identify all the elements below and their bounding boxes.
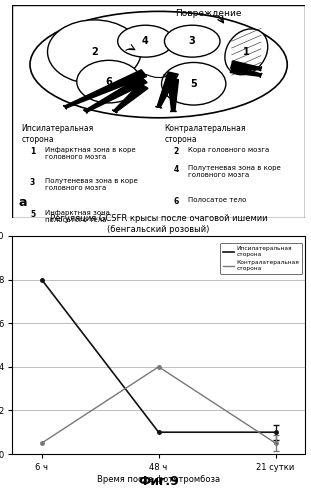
Text: Полутеневая зона в коре
головного мозга: Полутеневая зона в коре головного мозга — [188, 164, 281, 177]
Legend: Ипсилатеральная
сторона, Контралатеральная
сторона: Ипсилатеральная сторона, Контралатеральн… — [220, 244, 302, 274]
Polygon shape — [156, 72, 178, 108]
Ellipse shape — [118, 25, 173, 57]
Text: 1: 1 — [243, 47, 250, 57]
Ellipse shape — [48, 20, 141, 84]
Text: 5: 5 — [190, 78, 197, 88]
Ellipse shape — [225, 29, 268, 75]
Text: 2: 2 — [91, 47, 98, 57]
Text: Кора головного мозга: Кора головного мозга — [188, 146, 269, 152]
Text: 1: 1 — [30, 146, 35, 156]
Text: Инфарктная зона
полосатого тела: Инфарктная зона полосатого тела — [44, 210, 109, 224]
FancyBboxPatch shape — [12, 5, 305, 218]
Text: Повреждение: Повреждение — [175, 10, 242, 18]
Text: 4: 4 — [142, 36, 149, 46]
Text: a: a — [18, 196, 27, 209]
Ellipse shape — [165, 25, 220, 57]
Ellipse shape — [161, 62, 226, 105]
Text: Ипсилатеральная
сторона: Ипсилатеральная сторона — [21, 124, 94, 144]
Polygon shape — [84, 76, 147, 114]
Text: 6: 6 — [173, 196, 179, 205]
Text: Фиг.9: Фиг.9 — [138, 475, 179, 488]
Text: 2: 2 — [173, 146, 179, 156]
Text: Полутеневая зона в коре
головного мозга: Полутеневая зона в коре головного мозга — [44, 178, 137, 192]
Polygon shape — [112, 84, 148, 113]
Polygon shape — [230, 65, 262, 78]
Ellipse shape — [30, 12, 287, 118]
Text: 4: 4 — [173, 164, 179, 173]
Polygon shape — [168, 80, 179, 112]
Title: Регуляция GCSFR крысы после очаговой ишемии
(бенгальский розовый): Регуляция GCSFR крысы после очаговой ише… — [50, 214, 267, 234]
Text: 5: 5 — [30, 210, 35, 220]
Polygon shape — [63, 70, 147, 109]
Text: Полосатое тело: Полосатое тело — [188, 196, 246, 202]
Text: 6: 6 — [105, 76, 112, 86]
Text: 3: 3 — [30, 178, 35, 188]
Polygon shape — [231, 61, 262, 71]
Text: Контралатеральная
сторона: Контралатеральная сторона — [165, 124, 246, 144]
Ellipse shape — [77, 60, 141, 103]
Text: 3: 3 — [189, 36, 196, 46]
X-axis label: Время после фототромбоза: Время после фототромбоза — [97, 475, 220, 484]
Text: Инфарктная зона в коре
головного мозга: Инфарктная зона в коре головного мозга — [44, 146, 135, 160]
